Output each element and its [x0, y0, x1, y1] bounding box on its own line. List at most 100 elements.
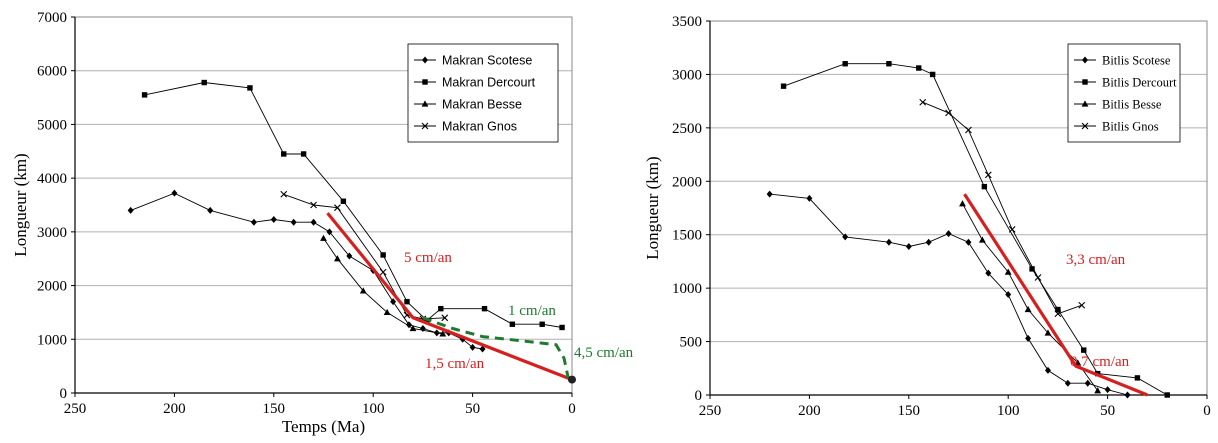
data-point [919, 98, 927, 106]
data-point [984, 171, 992, 179]
endpoint-marker [568, 375, 576, 384]
y-tick-label: 2500 [672, 121, 702, 137]
legend-marker [421, 100, 429, 107]
data-point [438, 305, 444, 312]
y-tick-label: 2000 [37, 279, 67, 295]
data-point [439, 330, 447, 337]
legend: Makran Scotese Makran Dercourt Makran Bess… [407, 43, 559, 143]
legend-label: Bitlis Scotese [1102, 54, 1171, 68]
data-point [1008, 225, 1016, 233]
legend-label: Bitlis Dercourt [1102, 76, 1177, 90]
data-point [1104, 386, 1111, 394]
data-point [1044, 366, 1051, 374]
data-point [886, 61, 892, 67]
legend-item: Bitlis Scotese [1074, 54, 1171, 68]
data-point [1124, 391, 1131, 399]
legend-item: Bitlis Dercourt [1074, 76, 1177, 90]
rate-annotation: 0,7 cm/an [1070, 354, 1130, 370]
data-point [1078, 301, 1086, 309]
y-tick-label: 1000 [672, 281, 702, 297]
data-point [1164, 392, 1170, 398]
data-point [469, 343, 476, 351]
series-makran-besse [320, 234, 447, 337]
legend-label: Bitlis Besse [1102, 98, 1162, 112]
legend-item: Bitlis Gnos [1074, 120, 1159, 134]
data-point [965, 126, 972, 134]
x-tick-label: 50 [465, 401, 480, 417]
data-point [326, 228, 333, 236]
x-tick-label: 0 [1203, 403, 1211, 419]
trend-line [326, 212, 573, 382]
data-point [270, 216, 277, 224]
rate-annotation: 3,3 cm/an [1066, 252, 1126, 268]
x-tick-label: 200 [798, 403, 821, 419]
data-point [247, 85, 253, 91]
series-line [769, 193, 1128, 396]
series-makran-scotese [127, 189, 486, 353]
data-point [383, 308, 391, 316]
x-tick-label: 100 [997, 403, 1020, 419]
y-tick-label: 1000 [37, 332, 67, 348]
series-line [922, 101, 1082, 315]
y-tick-label: 7000 [37, 10, 67, 26]
data-point [925, 238, 932, 246]
legend-label: Makran Besse [442, 98, 522, 112]
data-point [127, 206, 134, 214]
data-point [1084, 379, 1091, 387]
data-point [1081, 347, 1087, 353]
data-point [300, 151, 307, 157]
data-point [885, 238, 892, 246]
legend-item: Makran Gnos [414, 120, 517, 134]
y-tick-label: 5000 [37, 117, 67, 133]
data-point [281, 151, 287, 157]
data-point [334, 255, 341, 262]
trend-line [963, 193, 1148, 397]
legend-label: Makran Dercourt [442, 76, 536, 90]
data-point [379, 268, 387, 276]
data-point [985, 269, 992, 277]
data-point [441, 314, 449, 322]
data-point [1134, 375, 1141, 381]
y-tick-label: 1500 [672, 228, 702, 244]
legend: Bitlis Scotese Bitlis Dercourt Bitlis Bess… [1067, 43, 1181, 143]
data-point [346, 252, 353, 260]
data-point [1004, 268, 1012, 275]
y-tick-label: 0 [60, 386, 68, 402]
y-tick-label: 4000 [37, 171, 67, 187]
data-point [359, 287, 367, 294]
data-point [1024, 305, 1032, 313]
x-tick-label: 50 [1100, 403, 1115, 419]
data-point [481, 305, 488, 312]
rate-annotation: 1 cm/an [508, 303, 556, 319]
series-line [783, 63, 1168, 396]
data-point [404, 298, 410, 305]
y-tick-label: 2000 [672, 174, 702, 190]
x-axis-title: Temps (Ma) [282, 417, 365, 436]
data-point [380, 252, 386, 258]
legend-marker [1081, 100, 1089, 107]
y-tick-label: 3000 [37, 225, 67, 241]
series-bitlis-gnos [919, 98, 1086, 318]
series-line [144, 82, 563, 328]
data-point [959, 200, 966, 207]
data-point [290, 218, 297, 226]
data-point [171, 189, 178, 197]
data-point [559, 324, 565, 331]
rate-annotation: 4,5 cm/an [574, 345, 634, 361]
legend-item: Makran Dercourt [414, 76, 536, 90]
legend-label: Bitlis Gnos [1102, 120, 1159, 134]
data-point [334, 204, 341, 212]
data-point [1044, 329, 1052, 336]
data-point [978, 236, 986, 243]
legend-label: Makran Scotese [442, 54, 532, 68]
data-point [409, 324, 417, 332]
data-point [320, 234, 327, 241]
y-tick-label: 3000 [672, 67, 702, 83]
data-point [842, 233, 849, 241]
legend-marker [422, 56, 428, 64]
data-point [310, 201, 317, 209]
data-point [390, 298, 397, 306]
data-point [916, 65, 922, 71]
